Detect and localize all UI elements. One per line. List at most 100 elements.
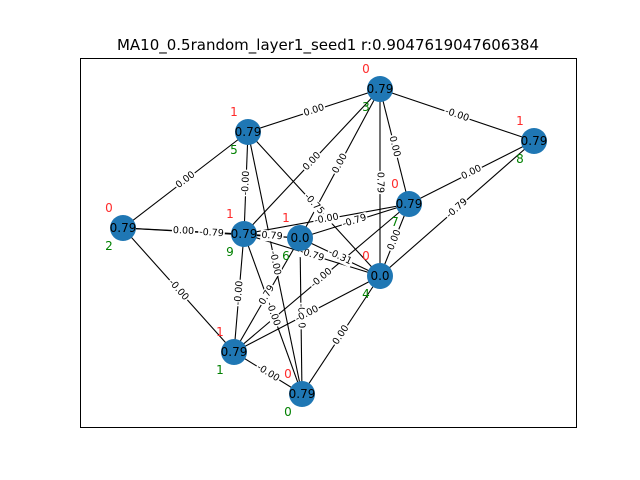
node-id-label: 3 <box>362 100 370 114</box>
node-3: 0.79 0 3 <box>362 62 393 114</box>
edge-weight-text: -0.79 <box>199 227 224 239</box>
edge-weight-text: 0.79 <box>261 230 283 242</box>
edge-label-background <box>260 229 284 243</box>
node-id-label: 2 <box>105 239 113 253</box>
node-top-label: 0 <box>362 62 370 76</box>
node-circle <box>221 339 247 365</box>
edge-label-2-6: -0.79 <box>197 226 226 240</box>
edge-label-5-3: 0.00 <box>301 101 327 120</box>
edge-label-7-4: 0.00 <box>385 227 404 253</box>
edge-label-2-9: 0.00 <box>171 224 196 238</box>
node-top-label: 1 <box>282 211 290 225</box>
edge-label-5-0: -0.00 <box>266 248 284 278</box>
edge-label-background <box>301 101 327 120</box>
edge-label-background <box>312 211 341 227</box>
node-circle <box>289 381 315 407</box>
node-circle <box>521 128 547 154</box>
node-top-label: 1 <box>216 325 224 339</box>
node-2: 0.79 0 2 <box>105 201 136 253</box>
node-id-label: 8 <box>516 152 524 166</box>
node-id-label: 4 <box>362 287 370 301</box>
figure-title: MA10_0.5random_layer1_seed1 r:0.90476190… <box>117 36 539 55</box>
edge-label-background <box>386 133 403 160</box>
edge-weight-text: 0.00 <box>387 135 403 158</box>
edge-label-background <box>292 302 322 326</box>
edge-label-background <box>232 279 246 307</box>
node-circle <box>235 119 261 145</box>
edge-label-background <box>266 248 284 278</box>
node-id-label: 0 <box>284 405 292 419</box>
node-circle <box>367 263 393 289</box>
node-id-label: 7 <box>391 215 399 229</box>
node-id-label: 1 <box>216 363 224 377</box>
node-circle <box>287 225 313 251</box>
edge-weight-text: 0.00 <box>385 228 403 252</box>
node-value-label: 0.79 <box>289 387 316 401</box>
edge-label-1-0: -0.00 <box>253 361 283 385</box>
edge-label-9-6: 0.79 <box>260 229 284 243</box>
node-circle <box>231 221 257 247</box>
edge-label-background <box>197 226 226 240</box>
edge-label-background <box>172 168 199 192</box>
node-value-label: 0.79 <box>221 345 248 359</box>
node-id-label: 9 <box>226 245 234 259</box>
edge-weight-text: -0.00 <box>444 106 471 124</box>
node-top-label: 1 <box>226 207 234 221</box>
node-circle <box>396 191 422 217</box>
edge-weight-text: -0.79 <box>341 212 368 230</box>
node-0: 0.79 0 0 <box>284 367 315 419</box>
edge-label-6-7: -0.79 <box>340 211 369 231</box>
edge-weight-text: -0.00 <box>240 170 252 195</box>
edge-weight-text: -0.00 <box>232 280 245 305</box>
edge-weight-text: 0.00 <box>302 102 326 119</box>
edge-weight-text: -0.00 <box>313 211 339 226</box>
edge-label-9-1: -0.00 <box>232 279 246 307</box>
node-8: 0.79 1 8 <box>516 114 547 166</box>
edge-label-6-4: -0.31 <box>325 246 355 268</box>
node-layer: 0.79000.79110.79020.79030.0040.79150.016… <box>105 62 547 419</box>
edge-label-background <box>329 150 351 177</box>
edge-label-background <box>263 299 283 329</box>
node-9: 0.79 1 9 <box>226 207 257 259</box>
node-5: 0.79 1 5 <box>230 105 261 157</box>
node-top-label: 1 <box>230 105 238 119</box>
node-value-label: 0.79 <box>396 197 423 211</box>
edge-weight-text: 0.00 <box>173 225 195 237</box>
edge-label-background <box>300 190 328 218</box>
node-value-label: 0.0 <box>290 231 309 245</box>
edge-label-background <box>325 246 355 268</box>
edge-label-2-5: 0.00 <box>172 168 199 192</box>
edge-weight-text: -0.00 <box>255 362 282 384</box>
edge-label-background <box>253 361 283 385</box>
edge-label-background <box>442 105 472 125</box>
edge-label-background <box>443 195 471 222</box>
edge-label-3-7: 0.00 <box>386 133 403 160</box>
node-value-label: 0.0 <box>370 269 389 283</box>
node-7: 0.79 0 7 <box>391 177 422 229</box>
node-id-label: 5 <box>230 143 238 157</box>
edge-label-background <box>300 149 324 174</box>
edge-label-background <box>340 211 369 231</box>
edge-label-background <box>458 162 485 183</box>
edge-label-background <box>165 276 192 304</box>
node-top-label: 1 <box>516 114 524 128</box>
node-value-label: 0.79 <box>235 125 262 139</box>
edge-label-background <box>171 224 196 238</box>
edge-weight-text: 0.79 <box>375 172 386 193</box>
edge-weight-text: -0.00 <box>267 250 283 276</box>
node-id-label: 6 <box>282 249 290 263</box>
node-value-label: 0.79 <box>231 227 258 241</box>
edge-label-8-4: -0.79 <box>443 195 471 222</box>
node-value-label: 0.79 <box>110 221 137 235</box>
edge-label-background <box>239 169 253 197</box>
node-value-label: 0.79 <box>521 134 548 148</box>
node-circle <box>110 215 136 241</box>
node-1: 0.79 1 1 <box>216 325 247 377</box>
edge-label-2-1: -0.00 <box>165 276 192 304</box>
edge-label-background <box>385 227 404 253</box>
edge-label-3-6: 0.00 <box>329 150 351 177</box>
node-circle <box>367 76 393 102</box>
edge-label-7-1: -0.00 <box>307 265 336 291</box>
plot-frame <box>80 58 577 428</box>
